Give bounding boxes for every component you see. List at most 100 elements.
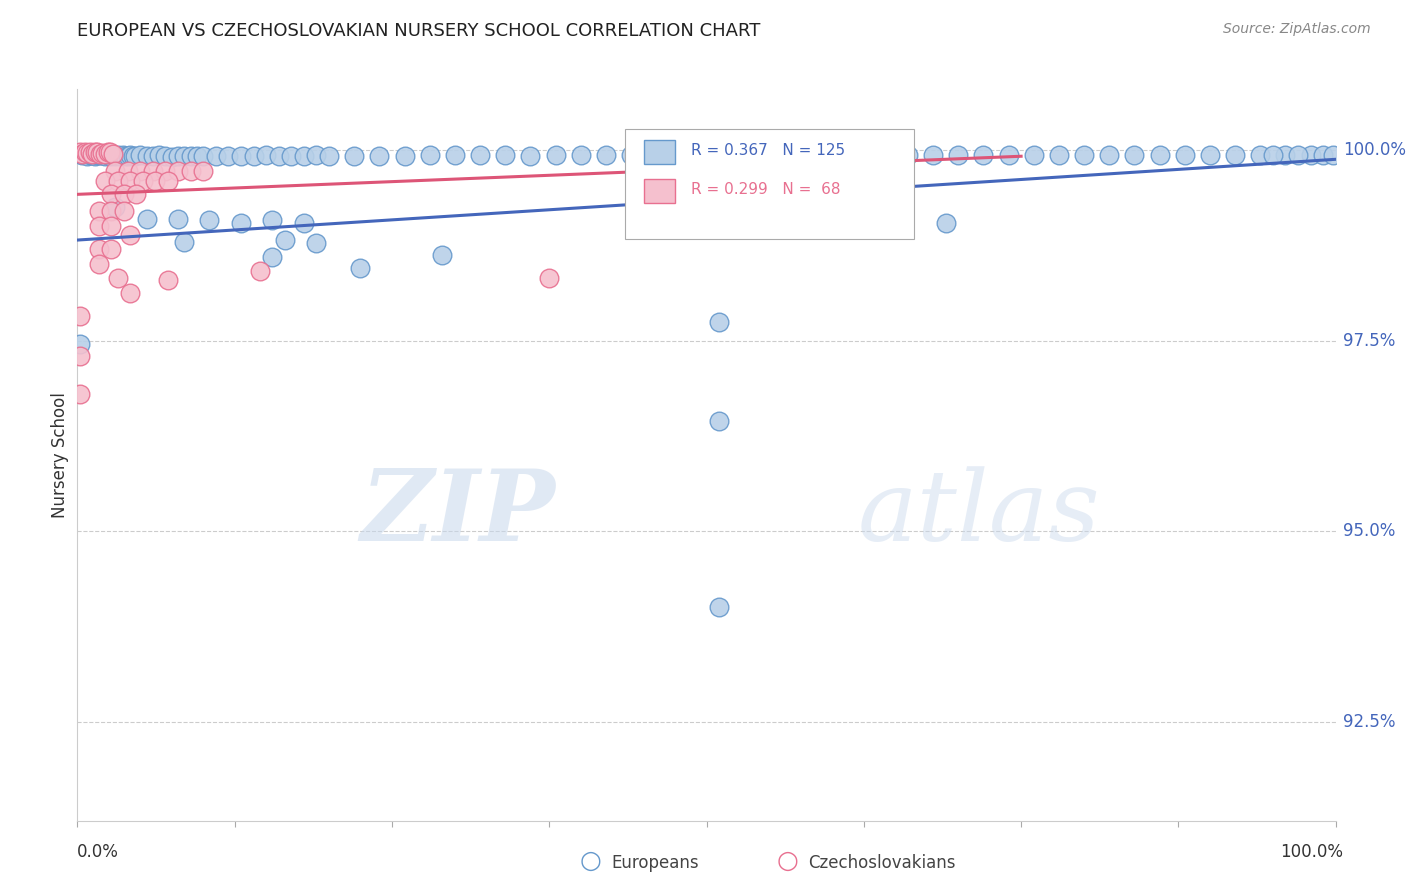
Point [120, 148, 142, 162]
Point [1098, 147, 1121, 161]
Point [707, 414, 730, 428]
Point [1073, 147, 1095, 161]
Point [86, 147, 108, 161]
Point [100, 204, 122, 219]
Point [173, 235, 195, 249]
Point [96, 148, 118, 162]
Point [349, 261, 371, 276]
Point [305, 148, 328, 162]
Point [79, 147, 101, 161]
Point [142, 164, 165, 178]
Text: Europeans: Europeans [612, 855, 699, 872]
Point [104, 163, 127, 178]
Point [82, 148, 104, 162]
Point [544, 148, 567, 162]
Point [148, 148, 170, 162]
Point [167, 164, 190, 178]
Point [318, 149, 340, 163]
Point [69, 337, 91, 351]
Point [1322, 147, 1344, 161]
Point [107, 271, 129, 285]
Point [191, 149, 215, 163]
Point [368, 149, 391, 163]
Point [121, 149, 143, 163]
Point [87, 257, 110, 271]
Point [91, 146, 114, 161]
Point [160, 150, 183, 164]
Point [1149, 147, 1171, 161]
Text: 92.5%: 92.5% [1343, 713, 1395, 731]
Point [707, 315, 730, 329]
Point [173, 149, 195, 163]
Point [98, 145, 121, 160]
Point [305, 236, 328, 251]
Text: Source: ZipAtlas.com: Source: ZipAtlas.com [1223, 22, 1371, 37]
Point [69, 310, 91, 324]
Point [186, 149, 208, 163]
Point [267, 149, 290, 163]
Point [89, 147, 111, 161]
Point [94, 147, 117, 161]
Point [538, 271, 561, 285]
Point [86, 145, 108, 160]
Point [671, 147, 693, 161]
Point [1223, 147, 1246, 161]
Point [73, 147, 96, 161]
Point [87, 219, 110, 234]
Point [922, 147, 945, 161]
Point [292, 149, 315, 163]
Point [419, 148, 441, 162]
Point [156, 273, 179, 287]
Point [180, 149, 202, 163]
Point [872, 147, 894, 161]
Point [707, 215, 730, 229]
Point [69, 147, 91, 161]
Point [96, 145, 118, 160]
Text: EUROPEAN VS CZECHOSLOVAKIAN NURSERY SCHOOL CORRELATION CHART: EUROPEAN VS CZECHOSLOVAKIAN NURSERY SCHO… [77, 22, 761, 40]
Point [1274, 147, 1296, 161]
Text: Czechoslovakians: Czechoslovakians [808, 855, 956, 872]
Point [112, 204, 135, 219]
Point [745, 148, 768, 162]
Point [76, 146, 98, 161]
Point [1123, 147, 1146, 161]
Point [101, 148, 124, 162]
Point [1174, 147, 1197, 161]
Point [229, 215, 252, 229]
Point [91, 147, 114, 161]
Text: 100.0%: 100.0% [1279, 843, 1343, 861]
Text: 100.0%: 100.0% [1343, 141, 1406, 159]
Point [394, 149, 416, 163]
Text: R = 0.299   N =  68: R = 0.299 N = 68 [692, 182, 841, 197]
Point [156, 174, 179, 188]
Text: ○: ○ [776, 848, 799, 872]
Point [84, 149, 107, 163]
Point [101, 147, 124, 161]
Point [1299, 147, 1322, 161]
Point [1022, 147, 1045, 161]
Point [1198, 147, 1220, 161]
Point [720, 147, 742, 161]
Point [167, 211, 190, 226]
Point [142, 149, 165, 163]
Point [1286, 147, 1309, 161]
Point [143, 174, 166, 188]
Point [494, 148, 516, 162]
Text: R = 0.367   N = 125: R = 0.367 N = 125 [692, 143, 845, 158]
Text: ZIP: ZIP [360, 466, 555, 562]
Point [254, 148, 277, 162]
Point [1312, 147, 1334, 161]
Point [217, 149, 239, 163]
Point [155, 149, 177, 163]
FancyBboxPatch shape [644, 140, 675, 164]
Point [1261, 147, 1284, 161]
Point [120, 286, 142, 301]
Point [100, 219, 122, 234]
Point [69, 145, 91, 160]
Point [846, 147, 869, 161]
Text: atlas: atlas [858, 466, 1101, 561]
Point [198, 213, 221, 227]
Point [107, 148, 129, 162]
Point [84, 145, 107, 160]
Point [707, 600, 730, 615]
